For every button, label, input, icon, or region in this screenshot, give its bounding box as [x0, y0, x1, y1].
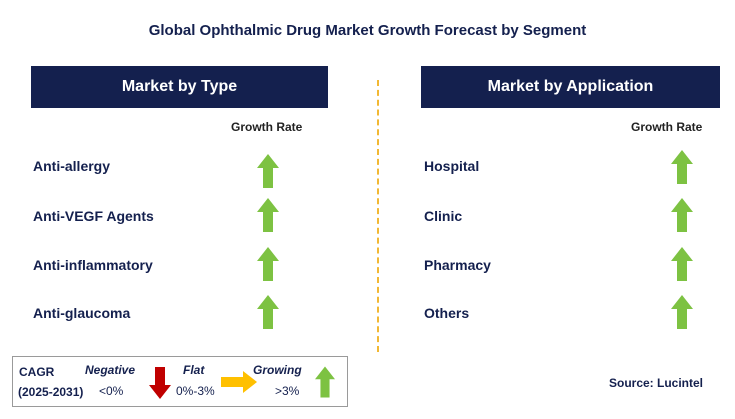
right-arrow-icon — [221, 371, 257, 393]
legend-growing-label: Growing — [253, 363, 302, 377]
growing-arrow-icon — [257, 295, 279, 329]
legend-negative-label: Negative — [85, 363, 136, 377]
type-row-label: Anti-inflammatory — [33, 257, 153, 273]
growing-arrow-icon — [671, 198, 693, 232]
application-growth-rate-label: Growth Rate — [631, 120, 703, 134]
type-row-label: Anti-glaucoma — [33, 305, 131, 321]
up-arrow-icon — [315, 366, 335, 398]
legend-negative-range: <0% — [99, 384, 124, 398]
growing-arrow-icon — [671, 295, 693, 329]
growing-arrow-icon — [671, 247, 693, 281]
growing-arrow-icon — [257, 154, 279, 188]
chart-title: Global Ophthalmic Drug Market Growth For… — [148, 22, 587, 39]
legend-cagr-label: CAGR — [19, 365, 55, 379]
source-note: Source: Lucintel — [609, 376, 704, 390]
growing-arrow-icon — [257, 247, 279, 281]
application-row-label: Clinic — [424, 208, 463, 224]
type-row-label: Anti-allergy — [33, 158, 111, 174]
legend-growing-range: >3% — [275, 384, 300, 398]
legend-flat-range: 0%-3% — [176, 384, 215, 398]
growing-arrow-icon — [257, 198, 279, 232]
type-panel-header: Market by Type — [31, 66, 328, 108]
application-row-label: Pharmacy — [424, 257, 491, 273]
cagr-legend: CAGR (2025-2031) Negative <0% Flat 0%-3%… — [12, 356, 348, 407]
legend-flat-label: Flat — [183, 363, 205, 377]
application-panel-header: Market by Application — [421, 66, 720, 108]
legend-period: (2025-2031) — [18, 385, 84, 399]
down-arrow-icon — [149, 367, 171, 399]
growing-arrow-icon — [671, 150, 693, 184]
application-row-label: Others — [424, 305, 470, 321]
application-row-label: Hospital — [424, 158, 480, 174]
type-growth-rate-label: Growth Rate — [231, 120, 303, 134]
type-row-label: Anti-VEGF Agents — [33, 208, 154, 224]
panel-divider — [377, 80, 379, 352]
